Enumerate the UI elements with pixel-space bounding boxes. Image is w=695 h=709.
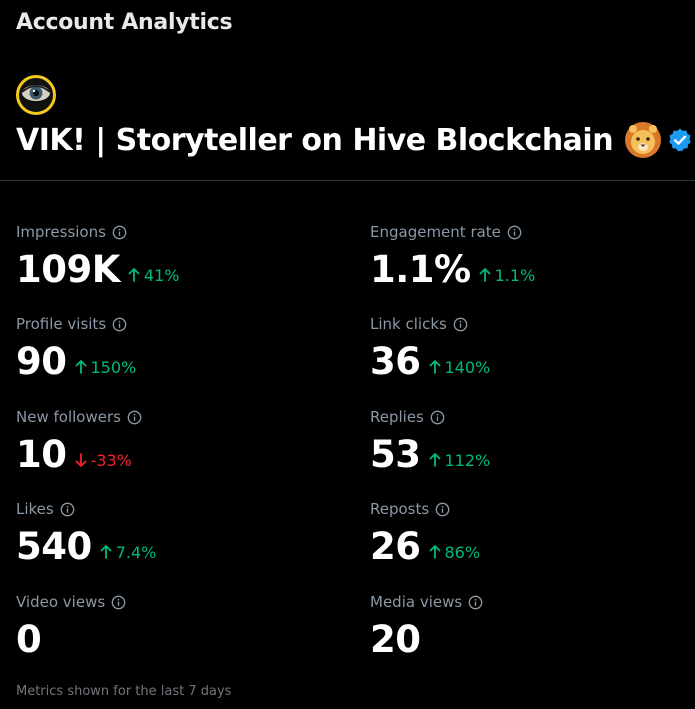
metric-change: 7.4% bbox=[115, 542, 157, 562]
metric-value-row: 0 bbox=[16, 618, 336, 662]
metric-value: 20 bbox=[370, 618, 421, 661]
info-icon[interactable] bbox=[112, 225, 127, 240]
metric-label: Likes bbox=[16, 499, 336, 519]
metric-label-text: Impressions bbox=[16, 223, 106, 241]
metric-value: 36 bbox=[370, 340, 421, 383]
metric-value-row: 53 112% bbox=[370, 433, 690, 477]
metric-label-text: Profile visits bbox=[16, 315, 107, 333]
metric-label-text: Link clicks bbox=[370, 315, 447, 333]
metric-label-text: Engagement rate bbox=[370, 223, 501, 241]
metric-value-row: 10 -33% bbox=[16, 433, 336, 477]
trend-up: 140% bbox=[429, 357, 491, 377]
metric-label: Reposts bbox=[370, 499, 690, 519]
metric-value: 10 bbox=[16, 433, 67, 476]
metric-value: 90 bbox=[16, 340, 67, 383]
metric-change: 86% bbox=[444, 542, 481, 562]
trend-up: 86% bbox=[429, 542, 481, 562]
metric-label: Replies bbox=[370, 407, 690, 427]
arrow-up-icon bbox=[429, 453, 445, 467]
metric-media-views: Media views 20 bbox=[370, 592, 690, 662]
metric-label: Link clicks bbox=[370, 314, 690, 334]
eye-icon bbox=[21, 83, 51, 107]
info-icon[interactable] bbox=[127, 410, 142, 425]
metric-link-clicks: Link clicks 36 140% bbox=[370, 314, 690, 384]
metric-label-text: Reposts bbox=[370, 500, 430, 518]
trend-up: 41% bbox=[128, 265, 180, 285]
account-name[interactable]: VIK! | Storyteller on Hive Blockchain bbox=[16, 122, 614, 158]
metric-value: 1.1% bbox=[370, 248, 471, 291]
info-icon[interactable] bbox=[435, 502, 450, 517]
metric-label: New followers bbox=[16, 407, 336, 427]
account-name-row: VIK! | Storyteller on Hive Blockchain bbox=[16, 120, 693, 160]
verified-badge-icon[interactable] bbox=[667, 127, 693, 153]
trend-down: -33% bbox=[75, 451, 132, 470]
lion-face-icon bbox=[623, 120, 663, 160]
info-icon[interactable] bbox=[468, 595, 483, 610]
metric-video-views: Video views 0 bbox=[16, 592, 336, 662]
metric-label: Engagement rate bbox=[370, 222, 690, 242]
info-icon[interactable] bbox=[112, 317, 127, 332]
metric-label-text: New followers bbox=[16, 408, 121, 426]
metric-likes: Likes 540 7.4% bbox=[16, 499, 336, 569]
metric-label: Impressions bbox=[16, 222, 336, 242]
metric-value-row: 1.1% 1.1% bbox=[370, 248, 690, 292]
arrow-up-icon bbox=[429, 360, 445, 374]
metric-engagement-rate: Engagement rate 1.1% 1.1% bbox=[370, 222, 690, 292]
trend-up: 7.4% bbox=[100, 542, 157, 562]
info-icon[interactable] bbox=[111, 595, 126, 610]
metric-label-text: Video views bbox=[16, 593, 106, 611]
trend-up: 150% bbox=[75, 357, 137, 377]
info-icon[interactable] bbox=[453, 317, 468, 332]
metric-label: Video views bbox=[16, 592, 336, 612]
metric-new-followers: New followers 10 -33% bbox=[16, 407, 336, 477]
metric-value-row: 540 7.4% bbox=[16, 525, 336, 569]
info-icon[interactable] bbox=[60, 502, 75, 517]
metric-change: 150% bbox=[90, 357, 137, 377]
metric-value-row: 36 140% bbox=[370, 340, 690, 384]
trend-up: 1.1% bbox=[479, 265, 536, 285]
metric-value: 26 bbox=[370, 525, 421, 568]
metric-label-text: Likes bbox=[16, 500, 54, 518]
metric-value: 109K bbox=[16, 248, 120, 291]
metric-change: 1.1% bbox=[494, 265, 536, 285]
page-title: Account Analytics bbox=[16, 10, 233, 35]
header-divider bbox=[0, 180, 695, 181]
metric-value-row: 20 bbox=[370, 618, 690, 662]
metric-reposts: Reposts 26 86% bbox=[370, 499, 690, 569]
info-icon[interactable] bbox=[430, 410, 445, 425]
arrow-up-icon bbox=[75, 360, 91, 374]
metric-replies: Replies 53 112% bbox=[370, 407, 690, 477]
metric-value: 53 bbox=[370, 433, 421, 476]
info-icon[interactable] bbox=[507, 225, 522, 240]
metric-value-row: 26 86% bbox=[370, 525, 690, 569]
arrow-down-icon bbox=[75, 453, 91, 467]
arrow-up-icon bbox=[128, 268, 144, 282]
arrow-up-icon bbox=[429, 545, 445, 559]
trend-up: 112% bbox=[429, 450, 491, 470]
metric-change: 112% bbox=[444, 450, 491, 470]
metric-change: 140% bbox=[444, 357, 491, 377]
metric-impressions: Impressions 109K 41% bbox=[16, 222, 336, 292]
metric-change: 41% bbox=[143, 265, 180, 285]
metric-label-text: Media views bbox=[370, 593, 463, 611]
arrow-up-icon bbox=[100, 545, 116, 559]
metric-value: 0 bbox=[16, 618, 42, 661]
metrics-period-note: Metrics shown for the last 7 days bbox=[16, 684, 232, 699]
metric-change: -33% bbox=[90, 450, 132, 470]
metric-label: Media views bbox=[370, 592, 690, 612]
metric-value-row: 109K 41% bbox=[16, 248, 336, 292]
metric-label: Profile visits bbox=[16, 314, 336, 334]
metric-value-row: 90 150% bbox=[16, 340, 336, 384]
metric-profile-visits: Profile visits 90 150% bbox=[16, 314, 336, 384]
arrow-up-icon bbox=[479, 268, 495, 282]
metric-value: 540 bbox=[16, 525, 92, 568]
metric-label-text: Replies bbox=[370, 408, 424, 426]
avatar[interactable] bbox=[16, 75, 56, 115]
